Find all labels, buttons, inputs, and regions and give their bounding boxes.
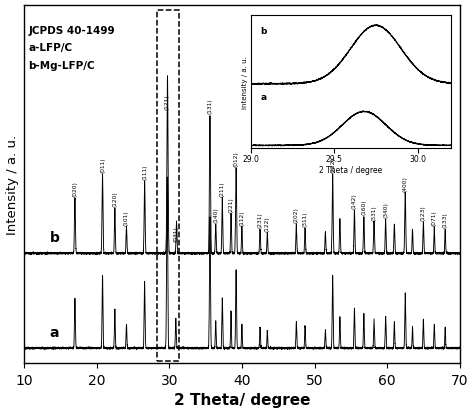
- Text: (111): (111): [142, 164, 147, 179]
- Text: (020): (020): [73, 180, 77, 197]
- Text: (071): (071): [432, 209, 437, 225]
- Text: b-Mg-LFP/C: b-Mg-LFP/C: [28, 61, 95, 71]
- Text: (400): (400): [403, 176, 408, 191]
- Text: (231): (231): [257, 212, 263, 228]
- Text: (123): (123): [421, 204, 426, 220]
- Text: (221): (221): [228, 197, 234, 212]
- Text: b: b: [49, 231, 59, 245]
- Text: (122): (122): [265, 216, 270, 232]
- Text: (133): (133): [443, 212, 447, 228]
- Text: (121): (121): [164, 94, 170, 110]
- Text: (012): (012): [234, 151, 238, 166]
- Text: (031): (031): [173, 226, 178, 242]
- Text: (011): (011): [100, 157, 105, 173]
- Text: (340): (340): [383, 202, 388, 217]
- Text: JCPDS 40-1499: JCPDS 40-1499: [28, 26, 115, 36]
- Text: (160): (160): [361, 199, 366, 215]
- X-axis label: 2 Theta/ degree: 2 Theta/ degree: [173, 392, 310, 408]
- Text: (211): (211): [220, 181, 225, 197]
- Text: (101): (101): [124, 210, 129, 225]
- Text: (202): (202): [294, 207, 299, 223]
- Text: (131): (131): [208, 98, 212, 114]
- Text: a: a: [49, 325, 59, 339]
- Text: a-LFP/C: a-LFP/C: [28, 43, 73, 53]
- Bar: [157, 11, 179, 361]
- Y-axis label: Intensity / a. u.: Intensity / a. u.: [6, 135, 18, 234]
- Text: (140): (140): [213, 207, 218, 223]
- Text: (331): (331): [372, 204, 376, 220]
- Text: (311): (311): [302, 211, 308, 227]
- Text: (142): (142): [352, 192, 357, 208]
- Text: (222): (222): [330, 157, 335, 173]
- Text: (120): (120): [112, 191, 118, 207]
- Text: (112): (112): [239, 210, 245, 225]
